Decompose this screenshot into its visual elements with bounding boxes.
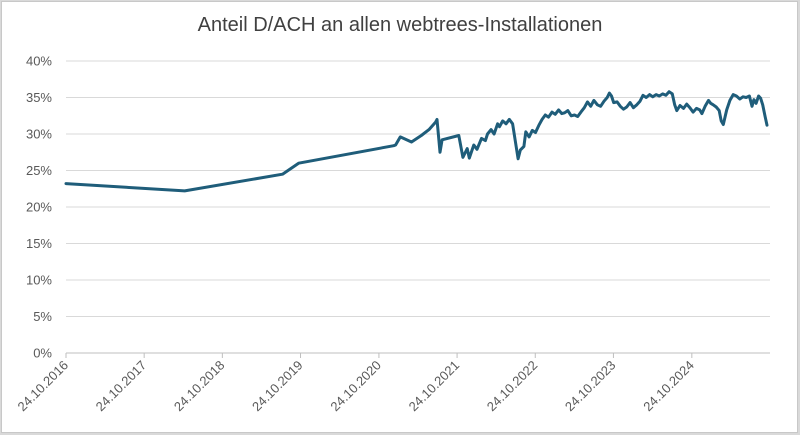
- x-tick-label: 24.10.2017: [93, 358, 150, 415]
- y-tick-label: 40%: [26, 54, 52, 69]
- y-tick-label: 15%: [26, 236, 52, 251]
- x-tick-label: 24.10.2020: [327, 358, 384, 415]
- x-tick-label: 24.10.2022: [484, 358, 541, 415]
- x-tick-label: 24.10.2024: [640, 358, 697, 415]
- x-tick-label: 24.10.2018: [171, 358, 228, 415]
- chart-title: Anteil D/ACH an allen webtrees-Installat…: [197, 14, 603, 36]
- series-layer: [64, 90, 769, 193]
- x-tick-label: 24.10.2021: [406, 358, 463, 415]
- y-tick-label: 35%: [26, 90, 52, 105]
- y-axis: 0% 5% 10% 15% 20% 25% 30% 35% 40%: [26, 54, 52, 361]
- y-tick-label: 30%: [26, 127, 52, 142]
- x-tick-label: 24.10.2016: [14, 358, 71, 415]
- y-tick-label: 10%: [26, 273, 52, 288]
- x-tick-label: 24.10.2023: [562, 358, 619, 415]
- x-axis: 24.10.2016 24.10.2017 24.10.2018 24.10.2019…: [14, 352, 770, 415]
- x-tick-label: 24.10.2019: [249, 358, 306, 415]
- y-tick-label: 0%: [33, 346, 52, 361]
- y-tick-label: 25%: [26, 163, 52, 178]
- y-tick-label: 20%: [26, 200, 52, 215]
- y-tick-label: 5%: [33, 309, 52, 324]
- series-line: [64, 90, 769, 193]
